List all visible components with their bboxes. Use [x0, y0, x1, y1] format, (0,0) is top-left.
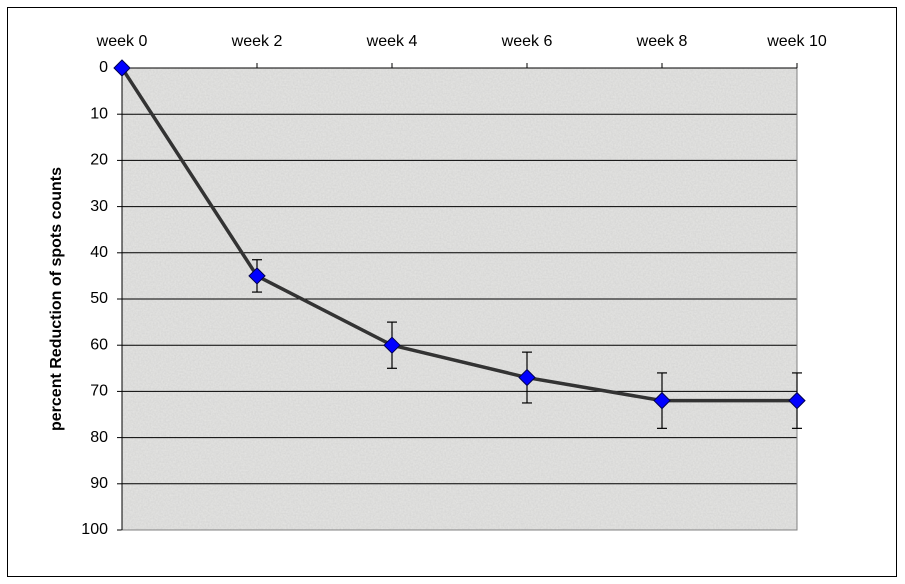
data-marker	[383, 336, 401, 354]
y-tick-label: 40	[90, 244, 108, 261]
data-marker	[788, 391, 806, 410]
y-tick-label: 50	[90, 290, 108, 307]
y-tick-label: 20	[90, 152, 108, 169]
y-tick-label: 80	[90, 429, 108, 446]
y-tick-label: 0	[99, 59, 108, 76]
x-tick-label: week 0	[96, 33, 148, 50]
y-tick-label: 30	[90, 198, 108, 215]
y-tick-label: 100	[81, 521, 108, 538]
x-tick-label: week 8	[636, 33, 688, 50]
x-tick-label: week 6	[501, 33, 553, 50]
series-line	[120, 67, 797, 403]
y-tick-label: 70	[90, 383, 108, 400]
x-tick-label: week 2	[231, 33, 283, 50]
data-marker	[248, 267, 266, 285]
x-tick-label: week 10	[766, 33, 827, 50]
data-marker	[653, 391, 671, 410]
y-tick-label: 90	[90, 475, 108, 492]
y-axis-title: percent Reduction of spots counts	[48, 167, 65, 431]
data-marker	[113, 59, 131, 77]
y-tick-label: 10	[90, 105, 108, 122]
data-marker	[518, 368, 536, 387]
y-tick-label: 60	[90, 336, 108, 353]
x-tick-label: week 4	[366, 33, 418, 50]
